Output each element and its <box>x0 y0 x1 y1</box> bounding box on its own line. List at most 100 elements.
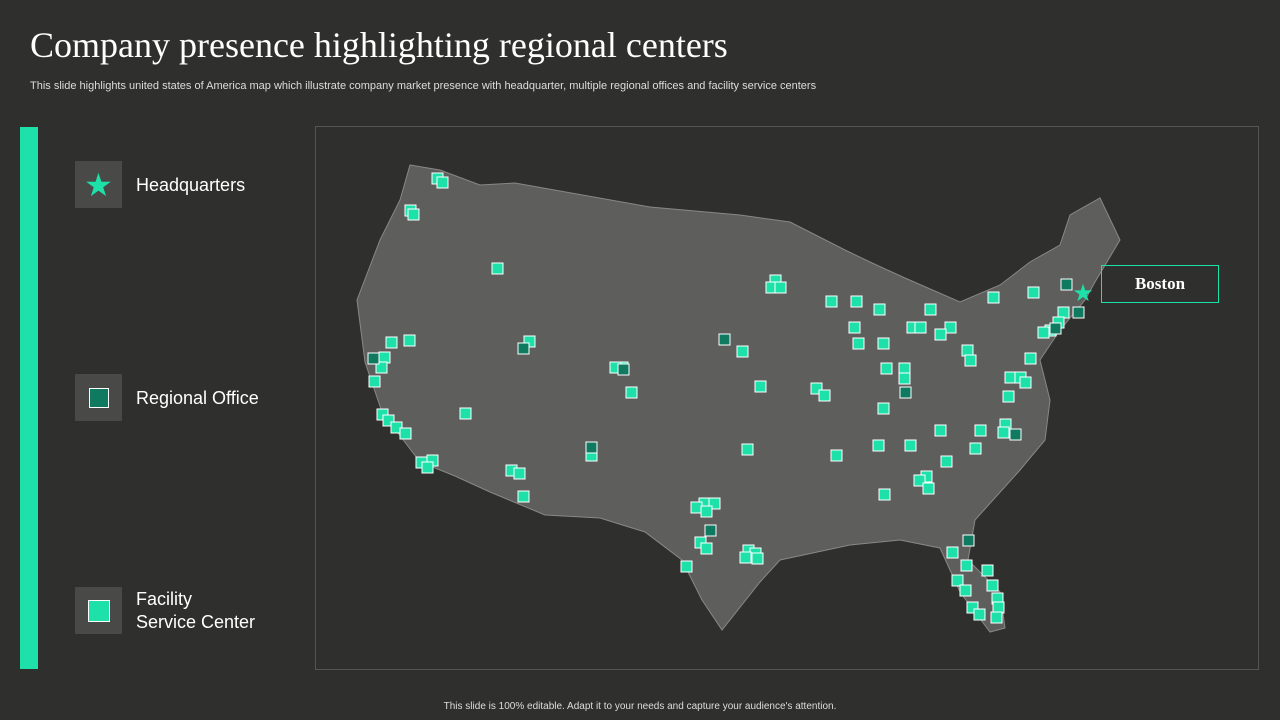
facility-service-center-marker <box>399 427 412 440</box>
facility-service-center-marker <box>946 546 959 559</box>
facility-service-center-marker <box>878 488 891 501</box>
legend-headquarters: Headquarters <box>136 175 246 195</box>
facility-service-center-marker <box>810 382 823 395</box>
facility-service-center-marker <box>914 321 927 334</box>
legend-facility-service-center: Facility Service Center <box>136 589 256 632</box>
facility-service-center-marker <box>974 424 987 437</box>
chevron-right-icon: › <box>31 601 37 618</box>
regional-office-marker <box>1009 428 1022 441</box>
facility-service-center-marker <box>741 443 754 456</box>
facility-service-center-marker <box>959 584 972 597</box>
facility-service-center-marker <box>898 372 911 385</box>
regional-office-marker <box>1049 322 1062 335</box>
facility-service-center-marker <box>513 467 526 480</box>
facility-service-center-marker <box>700 542 713 555</box>
facility-service-center-marker <box>1057 306 1070 319</box>
facility-service-center-marker <box>1002 390 1015 403</box>
facility-service-center-marker <box>922 482 935 495</box>
facility-service-center-marker <box>1037 326 1050 339</box>
facility-service-center-marker <box>966 601 979 614</box>
star-icon: ★ <box>75 161 122 208</box>
regional-office-marker <box>517 342 530 355</box>
facility-service-center-marker <box>680 560 693 573</box>
facility-service-center-marker <box>825 295 838 308</box>
facility-service-center-marker <box>754 380 767 393</box>
facility-service-center-marker <box>940 455 953 468</box>
regional-office-marker <box>1060 278 1073 291</box>
facility-service-center-marker <box>375 361 388 374</box>
facility-service-center-marker <box>904 439 917 452</box>
map-frame <box>315 126 1259 670</box>
accent-bar <box>20 127 38 669</box>
facility-service-center-marker <box>981 564 994 577</box>
facility-service-center-marker <box>1024 352 1037 365</box>
headquarters-star-icon: ★ <box>1072 280 1094 307</box>
facility-service-center-marker <box>421 461 434 474</box>
facility-service-center-marker <box>1004 371 1017 384</box>
facility-service-center-marker <box>830 449 843 462</box>
square-dark-icon <box>75 374 122 421</box>
facility-service-center-marker <box>934 424 947 437</box>
square-light-icon <box>75 587 122 634</box>
facility-service-center-marker <box>961 344 974 357</box>
facility-service-center-marker <box>872 439 885 452</box>
facility-service-center-marker <box>992 601 1005 614</box>
facility-service-center-marker <box>368 375 381 388</box>
facility-service-center-marker <box>736 345 749 358</box>
boston-callout: Boston <box>1101 265 1219 303</box>
facility-service-center-marker <box>459 407 472 420</box>
facility-service-center-marker <box>382 414 395 427</box>
facility-service-center-marker <box>1019 376 1032 389</box>
facility-service-center-marker <box>491 262 504 275</box>
facility-service-center-marker <box>690 501 703 514</box>
facility-service-center-marker <box>924 303 937 316</box>
facility-service-center-marker <box>625 386 638 399</box>
regional-office-marker <box>1072 306 1085 319</box>
facility-service-center-marker <box>436 176 449 189</box>
facility-service-center-marker <box>986 579 999 592</box>
facility-service-center-marker <box>407 208 420 221</box>
regional-office-marker <box>704 524 717 537</box>
page-title: Company presence highlighting regional c… <box>30 25 728 65</box>
facility-service-center-marker <box>385 336 398 349</box>
facility-service-center-marker <box>960 559 973 572</box>
facility-service-center-marker <box>877 337 890 350</box>
facility-service-center-marker <box>951 574 964 587</box>
facility-service-center-marker <box>1027 286 1040 299</box>
facility-service-center-marker <box>880 362 893 375</box>
facility-service-center-marker <box>990 611 1003 624</box>
facility-service-center-marker <box>873 303 886 316</box>
facility-service-center-marker <box>934 328 947 341</box>
facility-service-center-marker <box>403 334 416 347</box>
facility-service-center-marker <box>898 362 911 375</box>
chevron-right-icon: › <box>31 176 37 193</box>
facility-service-center-marker <box>997 426 1010 439</box>
regional-office-marker <box>718 333 731 346</box>
facility-service-center-marker <box>987 291 1000 304</box>
chevron-right-icon: › <box>31 389 37 406</box>
footer-note: This slide is 100% editable. Adapt it to… <box>443 701 837 712</box>
facility-service-center-marker <box>751 552 764 565</box>
facility-service-center-marker <box>913 474 926 487</box>
facility-service-center-marker <box>517 490 530 503</box>
facility-service-center-marker <box>708 497 721 510</box>
facility-service-center-marker <box>973 608 986 621</box>
regional-office-marker <box>367 352 380 365</box>
facility-service-center-marker <box>852 337 865 350</box>
regional-office-marker <box>899 386 912 399</box>
regional-office-marker <box>617 363 630 376</box>
facility-service-center-marker <box>774 281 787 294</box>
facility-service-center-marker <box>818 389 831 402</box>
facility-service-center-marker <box>877 402 890 415</box>
facility-service-center-marker <box>964 354 977 367</box>
regional-office-marker <box>585 441 598 454</box>
subtitle: This slide highlights united states of A… <box>30 80 817 92</box>
facility-service-center-marker <box>700 505 713 518</box>
facility-service-center-marker <box>848 321 861 334</box>
legend-regional-office: Regional Office <box>136 388 259 408</box>
facility-service-center-marker <box>969 442 982 455</box>
regional-office-marker <box>962 534 975 547</box>
facility-service-center-marker <box>850 295 863 308</box>
facility-service-center-marker <box>739 551 752 564</box>
